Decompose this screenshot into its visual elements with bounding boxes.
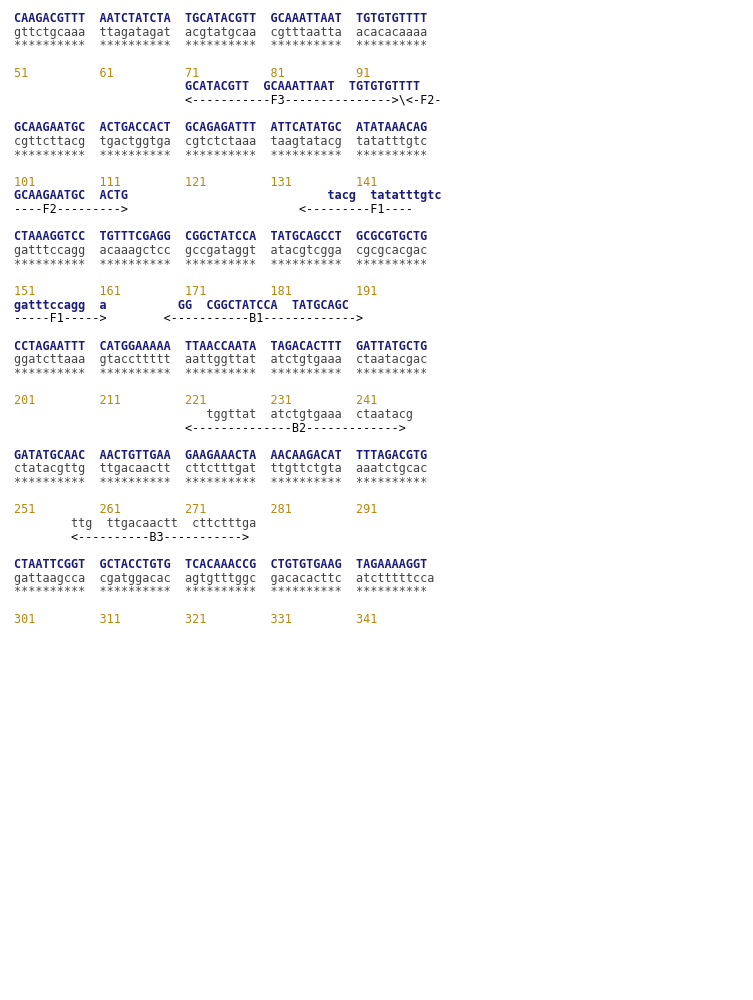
Text: CTAATTCGGT  GCTACCTGTG  TCACAAACCG  CTGTGTGAAG  TAGAAAAGGT: CTAATTCGGT GCTACCTGTG TCACAAACCG CTGTGTG…	[14, 558, 427, 571]
Text: ctatacgttg  ttgacaactt  cttctttgat  ttgttctgta  aaatctgcac: ctatacgttg ttgacaactt cttctttgat ttgttct…	[14, 462, 427, 475]
Text: ttg  ttgacaactt  cttctttga: ttg ttgacaactt cttctttga	[14, 517, 256, 530]
Text: 301         311         321         331         341: 301 311 321 331 341	[14, 613, 377, 626]
Text: ggatcttaaa  gtaccttttt  aattggttat  atctgtgaaa  ctaatacgac: ggatcttaaa gtaccttttt aattggttat atctgtg…	[14, 353, 427, 366]
Text: tggttat  atctgtgaaa  ctaatacg: tggttat atctgtgaaa ctaatacg	[14, 408, 413, 421]
Text: **********  **********  **********  **********  **********: ********** ********** ********** *******…	[14, 367, 427, 380]
Text: cgttcttacg  tgactggtga  cgtctctaaa  taagtatacg  tatatttgtc: cgttcttacg tgactggtga cgtctctaaa taagtat…	[14, 135, 427, 148]
Text: **********  **********  **********  **********  **********: ********** ********** ********** *******…	[14, 258, 427, 271]
Text: -----F1----->        <-----------B1------------->: -----F1-----> <-----------B1------------…	[14, 312, 363, 325]
Text: **********  **********  **********  **********  **********: ********** ********** ********** *******…	[14, 39, 427, 52]
Text: **********  **********  **********  **********  **********: ********** ********** ********** *******…	[14, 585, 427, 598]
Text: gatttccagg  acaaagctcc  gccgataggt  atacgtcgga  cgcgcacgac: gatttccagg acaaagctcc gccgataggt atacgtc…	[14, 244, 427, 257]
Text: GATATGCAAC  AACTGTTGAA  GAAGAAACTA  AACAAGACAT  TTTAGACGTG: GATATGCAAC AACTGTTGAA GAAGAAACTA AACAAGA…	[14, 449, 427, 462]
Text: **********  **********  **********  **********  **********: ********** ********** ********** *******…	[14, 149, 427, 162]
Text: GCAAGAATGC  ACTG                            tacg  tatatttgtc: GCAAGAATGC ACTG tacg tatatttgtc	[14, 189, 441, 202]
Text: gttctgcaaa  ttagatagat  acgtatgcaa  cgtttaatta  acacacaaaa: gttctgcaaa ttagatagat acgtatgcaa cgtttaa…	[14, 26, 427, 39]
Text: gattaagcca  cgatggacac  agtgtttggc  gacacacttc  atctttttcca: gattaagcca cgatggacac agtgtttggc gacacac…	[14, 572, 434, 585]
Text: **********  **********  **********  **********  **********: ********** ********** ********** *******…	[14, 476, 427, 489]
Text: 51          61          71          81          91: 51 61 71 81 91	[14, 67, 370, 80]
Text: 101         111         121         131         141: 101 111 121 131 141	[14, 176, 377, 189]
Text: GCAAGAATGC  ACTGACCACT  GCAGAGATTT  ATTCATATGC  ATATAAACAG: GCAAGAATGC ACTGACCACT GCAGAGATTT ATTCATA…	[14, 121, 427, 134]
Text: 151         161         171         181         191: 151 161 171 181 191	[14, 285, 377, 298]
Text: CAAGACGTTT  AATCTATCTA  TGCATACGTT  GCAAATTAAT  TGTGTGTTTT: CAAGACGTTT AATCTATCTA TGCATACGTT GCAAATT…	[14, 12, 427, 25]
Text: <----------B3----------->: <----------B3----------->	[14, 531, 248, 544]
Text: gatttccagg  a          GG  CGGCTATCCA  TATGCAGC: gatttccagg a GG CGGCTATCCA TATGCAGC	[14, 299, 349, 312]
Text: ----F2--------->                        <---------F1----: ----F2---------> <---------F1----	[14, 203, 413, 216]
Text: CTAAAGGTCC  TGTTTCGAGG  CGGCTATCCA  TATGCAGCCT  GCGCGTGCTG: CTAAAGGTCC TGTTTCGAGG CGGCTATCCA TATGCAG…	[14, 230, 427, 243]
Text: 251         261         271         281         291: 251 261 271 281 291	[14, 503, 377, 516]
Text: 201         211         221         231         241: 201 211 221 231 241	[14, 394, 377, 407]
Text: <-----------F3--------------->\<-F2-: <-----------F3--------------->\<-F2-	[14, 94, 441, 107]
Text: CCTAGAATTT  CATGGAAAAA  TTAACCAATA  TAGACACTTT  GATTATGCTG: CCTAGAATTT CATGGAAAAA TTAACCAATA TAGACAC…	[14, 340, 427, 353]
Text: GCATACGTT  GCAAATTAAT  TGTGTGTTTT: GCATACGTT GCAAATTAAT TGTGTGTTTT	[14, 80, 419, 93]
Text: <--------------B2------------->: <--------------B2------------->	[14, 422, 405, 434]
